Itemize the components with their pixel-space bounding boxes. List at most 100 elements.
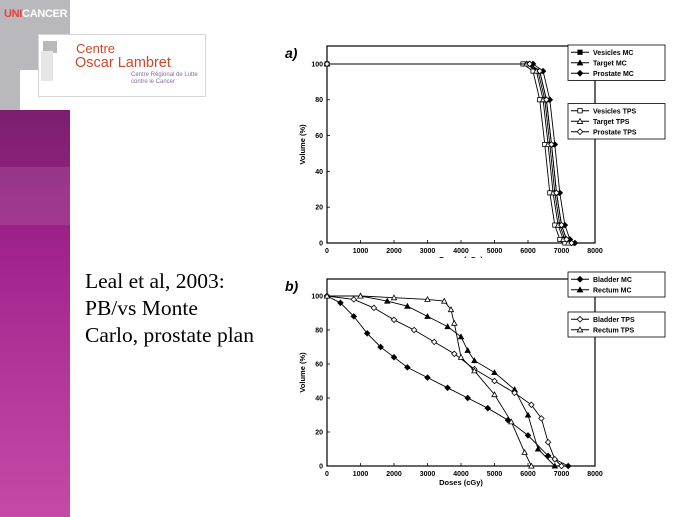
logo-subtitle-line1: Centre Régional de Lutte bbox=[131, 72, 198, 78]
chart-a-ytick-label-40: 40 bbox=[315, 169, 323, 176]
chart-b-series-rectum-tps-point bbox=[471, 367, 478, 374]
chart-b-series-bladder-mc-point bbox=[363, 330, 371, 337]
chart-b-xtick-label-3000: 3000 bbox=[420, 471, 436, 478]
chart-b-series-bladder-tps-point bbox=[350, 296, 358, 303]
chart-a-xtick-label-3000: 3000 bbox=[420, 248, 436, 255]
chart-b-series-rectum-tps bbox=[323, 292, 535, 469]
chart-b-series-rectum-tps-point bbox=[424, 295, 431, 302]
chart-a-xtick-label-7000: 7000 bbox=[554, 248, 570, 255]
chart-b-xlabel: Doses (cGy) bbox=[439, 478, 483, 487]
chart-a-series-prostate-tps-point bbox=[526, 60, 533, 68]
chart-a-legend-vesicles-tps-marker bbox=[577, 108, 583, 114]
chart-b-ytick-label-40: 40 bbox=[315, 396, 323, 403]
chart-a-xlabel: Doses (cGy) bbox=[439, 255, 483, 258]
chart-a-xtick-label-2000: 2000 bbox=[386, 248, 402, 255]
chart-b-series-bladder-tps-point bbox=[544, 438, 552, 446]
chart-b-series-bladder-mc-point bbox=[564, 462, 572, 470]
chart-a-xtick-label-5000: 5000 bbox=[487, 248, 503, 255]
chart-b-series-bladder-tps-point bbox=[491, 377, 498, 385]
chart-b-series-bladder-tps-point bbox=[538, 415, 545, 422]
chart-a-series-target-mc bbox=[323, 60, 575, 246]
chart-b-xtick-label-7000: 7000 bbox=[554, 471, 570, 478]
chart-b-series-bladder-tps-point bbox=[511, 389, 518, 397]
chart-b-series-rectum-mc-point bbox=[384, 297, 391, 304]
chart-a-legend-target-tps-marker bbox=[576, 117, 584, 124]
chart-a-series-prostate-mc bbox=[323, 60, 579, 247]
chart-b-series-bladder-tps-point bbox=[558, 462, 565, 470]
chart-a-series-vesicles-tps-line bbox=[327, 63, 566, 244]
chart-b-series-bladder-mc-point bbox=[484, 404, 492, 412]
unicancer-logo: UNICANCER bbox=[4, 8, 68, 20]
chart-a-series-prostate-tps-point bbox=[543, 96, 550, 103]
chart-b-xtick-label-6000: 6000 bbox=[520, 471, 536, 478]
chart-b-legend-bladder-mc-marker bbox=[576, 275, 584, 283]
chart-b-xtick-label-2000: 2000 bbox=[386, 471, 402, 478]
chart-a-xtick-label-1000: 1000 bbox=[353, 248, 369, 255]
chart-b-series-rectum-tps-point bbox=[457, 353, 465, 360]
chart-a-series-prostate-tps-point bbox=[563, 236, 570, 243]
chart-b-xtick-label-5000: 5000 bbox=[487, 471, 503, 478]
chart-b-series-bladder-mc-point bbox=[404, 364, 411, 371]
chart-b-series-bladder-mc-point bbox=[464, 394, 471, 402]
chart-a-legend-prostate-tps-marker bbox=[576, 128, 584, 136]
caption-line2: PB/vs Monte bbox=[85, 296, 198, 320]
chart-b-series-rectum-mc-point bbox=[444, 323, 451, 330]
chart-a-legend-prostate-mc-label: Prostate MC bbox=[593, 71, 634, 78]
chart-a-series-prostate-tps bbox=[323, 60, 575, 247]
chart-b-xtick-label-0: 0 bbox=[325, 471, 329, 478]
chart-b-series-bladder-tps-point bbox=[528, 401, 535, 409]
chart-a-series-prostate-tps-point bbox=[568, 239, 575, 247]
dvh-chart-a: 0 1000 2000 3000 4000 5000 6000 7000 8000 0 20 40 60… bbox=[285, 44, 666, 258]
purple-side-bar bbox=[0, 110, 70, 517]
chart-a-xtick-label-0: 0 bbox=[325, 248, 329, 255]
chart-b-panel-label: b) bbox=[285, 278, 299, 294]
chart-b-legend-rectum-mc-marker bbox=[576, 286, 584, 293]
chart-b-legend-rectum-tps-marker bbox=[576, 326, 584, 333]
logo-centre-text: Centre bbox=[76, 41, 116, 56]
centre-oscar-lambret-logo: Centre Oscar Lambret Centre Régional de … bbox=[38, 34, 206, 97]
chart-b-xtick-label-4000: 4000 bbox=[453, 471, 469, 478]
logo-subtitle: Centre Régional de Lutte contre le Cance… bbox=[131, 72, 205, 86]
chart-a-xtick-label-4000: 4000 bbox=[453, 248, 469, 255]
dvh-chart-b: 0 1000 2000 3000 4000 5000 6000 7000 8000 0 20 40 60… bbox=[285, 271, 666, 487]
chart-b-series-bladder-tps-point bbox=[430, 338, 438, 346]
chart-b-series-bladder-tps-point bbox=[451, 350, 458, 358]
chart-a-series-target-mc-line bbox=[327, 63, 572, 244]
chart-a-legend-vesicles-tps-label: Vesicles TPS bbox=[593, 108, 637, 115]
chart-b-series-rectum-tps-point bbox=[323, 292, 331, 299]
logo-oscar-lambret-text: Oscar Lambret bbox=[75, 55, 171, 71]
grey-side-band bbox=[0, 70, 20, 110]
chart-b-series-bladder-mc-point bbox=[390, 353, 398, 361]
chart-b-legend-box-2 bbox=[567, 311, 666, 338]
chart-b-series-rectum-tps-point bbox=[521, 448, 528, 455]
chart-b-series-rectum-mc-point bbox=[524, 411, 532, 418]
chart-b-series-rectum-mc-line bbox=[327, 295, 556, 467]
chart-a-panel-label: a) bbox=[285, 45, 298, 61]
chart-b-series-bladder-mc-line bbox=[326, 295, 569, 467]
chart-a-xtick-label-8000: 8000 bbox=[587, 248, 603, 255]
chart-b-series-rectum-mc-point bbox=[457, 333, 465, 340]
chart-b-series-bladder-tps-point bbox=[410, 326, 418, 334]
unicancer-logo-part2: CANCER bbox=[22, 8, 68, 20]
chart-b-ytick-label-20: 20 bbox=[315, 430, 323, 437]
chart-a-ytick-label-80: 80 bbox=[315, 97, 323, 104]
chart-b-series-rectum-mc-point bbox=[464, 346, 471, 353]
chart-b-plot-frame bbox=[326, 278, 596, 467]
chart-b-series-bladder-mc-point bbox=[444, 384, 451, 392]
chart-a-series-prostate-tps-point bbox=[536, 67, 543, 75]
chart-b-series-rectum-mc-point bbox=[491, 369, 498, 375]
caption-line3: Carlo, prostate plan bbox=[85, 323, 254, 347]
chart-a-ytick-label-60: 60 bbox=[315, 133, 323, 140]
chart-b-series-rectum-tps-point bbox=[357, 292, 364, 299]
chart-b-series-rectum-tps-point bbox=[491, 391, 498, 398]
chart-b-series-bladder-mc-point bbox=[424, 374, 431, 381]
chart-a-legend-prostate-tps-label: Prostate TPS bbox=[593, 129, 637, 136]
chart-b-legend-bladder-tps-label: Bladder TPS bbox=[593, 317, 635, 324]
chart-b-series-rectum-tps-point bbox=[440, 297, 448, 304]
chart-b-series-rectum-mc-point bbox=[471, 357, 478, 364]
chart-b-series-rectum-tps-point bbox=[451, 319, 458, 326]
chart-b-series-rectum-tps-point bbox=[528, 462, 535, 469]
chart-a-ytick-label-20: 20 bbox=[315, 205, 323, 212]
chart-b-series-rectum-mc-point bbox=[551, 462, 559, 469]
chart-b-legend-bladder-tps-marker bbox=[576, 315, 584, 323]
